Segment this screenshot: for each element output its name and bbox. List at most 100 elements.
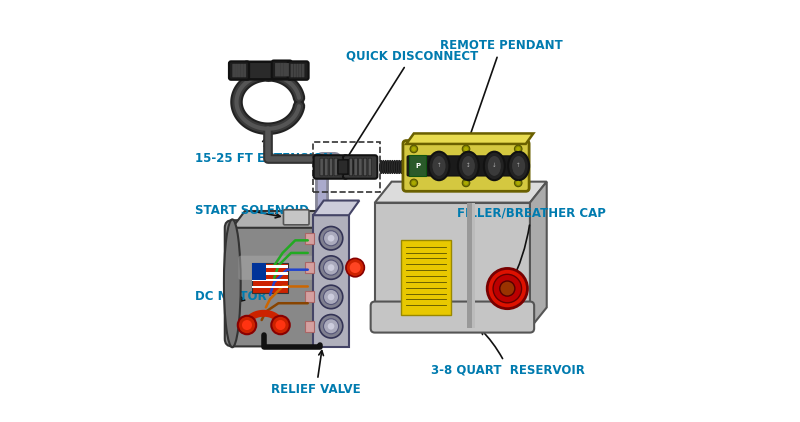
- Text: P: P: [415, 163, 420, 169]
- Ellipse shape: [406, 160, 410, 174]
- Circle shape: [328, 323, 334, 330]
- Circle shape: [516, 181, 520, 185]
- FancyBboxPatch shape: [368, 158, 371, 176]
- FancyBboxPatch shape: [338, 158, 342, 176]
- FancyBboxPatch shape: [306, 262, 314, 273]
- Circle shape: [275, 320, 286, 330]
- Circle shape: [346, 258, 364, 277]
- Ellipse shape: [393, 160, 396, 174]
- Ellipse shape: [384, 160, 387, 174]
- Ellipse shape: [511, 155, 526, 176]
- FancyBboxPatch shape: [290, 64, 293, 77]
- Circle shape: [271, 316, 290, 334]
- Circle shape: [493, 274, 522, 303]
- Text: START SOLENOID: START SOLENOID: [194, 205, 309, 218]
- FancyBboxPatch shape: [288, 61, 309, 80]
- Text: ↕: ↕: [466, 163, 470, 168]
- Text: 15-25 FT EXTENSION: 15-25 FT EXTENSION: [194, 138, 333, 165]
- FancyBboxPatch shape: [354, 158, 358, 176]
- Polygon shape: [314, 200, 359, 215]
- Text: REMOTE PENDANT: REMOTE PENDANT: [440, 39, 562, 140]
- FancyBboxPatch shape: [286, 63, 289, 76]
- Text: QUICK DISCONNECT: QUICK DISCONNECT: [344, 49, 478, 163]
- FancyBboxPatch shape: [272, 60, 292, 79]
- FancyBboxPatch shape: [238, 256, 316, 280]
- FancyBboxPatch shape: [306, 292, 314, 303]
- FancyBboxPatch shape: [294, 64, 296, 77]
- Circle shape: [500, 281, 515, 296]
- Circle shape: [319, 256, 342, 279]
- Circle shape: [514, 145, 522, 153]
- FancyBboxPatch shape: [338, 160, 348, 174]
- Ellipse shape: [429, 151, 450, 180]
- FancyBboxPatch shape: [253, 263, 266, 279]
- FancyBboxPatch shape: [243, 64, 246, 77]
- FancyBboxPatch shape: [296, 64, 298, 77]
- FancyBboxPatch shape: [343, 155, 378, 179]
- Polygon shape: [530, 181, 546, 328]
- FancyBboxPatch shape: [253, 279, 288, 281]
- FancyBboxPatch shape: [306, 321, 314, 332]
- Circle shape: [319, 314, 342, 338]
- Circle shape: [242, 320, 252, 330]
- Ellipse shape: [487, 155, 502, 176]
- FancyBboxPatch shape: [299, 64, 302, 77]
- FancyBboxPatch shape: [403, 141, 529, 191]
- FancyBboxPatch shape: [244, 62, 292, 79]
- Ellipse shape: [404, 160, 408, 174]
- Circle shape: [238, 316, 256, 334]
- FancyBboxPatch shape: [225, 220, 326, 346]
- FancyBboxPatch shape: [278, 63, 281, 76]
- FancyBboxPatch shape: [283, 210, 309, 225]
- FancyBboxPatch shape: [407, 156, 525, 176]
- Circle shape: [328, 235, 334, 242]
- Polygon shape: [375, 181, 546, 203]
- Text: ↓: ↓: [492, 163, 497, 168]
- FancyBboxPatch shape: [334, 158, 338, 176]
- Ellipse shape: [386, 160, 390, 174]
- Text: ↑: ↑: [516, 163, 521, 168]
- FancyBboxPatch shape: [229, 61, 249, 80]
- FancyBboxPatch shape: [314, 155, 348, 179]
- Circle shape: [462, 179, 470, 187]
- FancyBboxPatch shape: [330, 158, 333, 176]
- FancyBboxPatch shape: [358, 158, 362, 176]
- Circle shape: [464, 181, 468, 185]
- Ellipse shape: [224, 219, 241, 347]
- Text: ↑: ↑: [437, 163, 442, 168]
- FancyBboxPatch shape: [472, 203, 474, 328]
- Ellipse shape: [398, 160, 401, 174]
- Text: DC MOTOR: DC MOTOR: [194, 290, 266, 303]
- Ellipse shape: [389, 160, 392, 174]
- Circle shape: [323, 231, 338, 246]
- Circle shape: [514, 179, 522, 187]
- Circle shape: [410, 145, 418, 153]
- FancyBboxPatch shape: [402, 240, 451, 314]
- Ellipse shape: [409, 160, 412, 174]
- Ellipse shape: [432, 155, 446, 176]
- Ellipse shape: [400, 160, 403, 174]
- Text: RELIEF VALVE: RELIEF VALVE: [271, 351, 361, 396]
- Ellipse shape: [402, 160, 406, 174]
- Ellipse shape: [395, 160, 398, 174]
- Polygon shape: [314, 215, 349, 347]
- FancyBboxPatch shape: [275, 63, 278, 76]
- Circle shape: [487, 268, 527, 308]
- Text: 3-8 QUART  RESERVOIR: 3-8 QUART RESERVOIR: [431, 330, 586, 377]
- FancyBboxPatch shape: [238, 64, 241, 77]
- Ellipse shape: [379, 160, 383, 174]
- Circle shape: [328, 264, 334, 271]
- Ellipse shape: [462, 155, 475, 176]
- FancyBboxPatch shape: [343, 160, 353, 174]
- FancyBboxPatch shape: [302, 64, 305, 77]
- FancyBboxPatch shape: [467, 203, 472, 328]
- Circle shape: [323, 260, 338, 275]
- Circle shape: [412, 147, 416, 151]
- Circle shape: [319, 285, 342, 308]
- FancyBboxPatch shape: [325, 158, 328, 176]
- Circle shape: [412, 181, 416, 185]
- FancyBboxPatch shape: [409, 155, 426, 176]
- Circle shape: [319, 227, 342, 250]
- Ellipse shape: [508, 151, 529, 180]
- Polygon shape: [406, 133, 534, 144]
